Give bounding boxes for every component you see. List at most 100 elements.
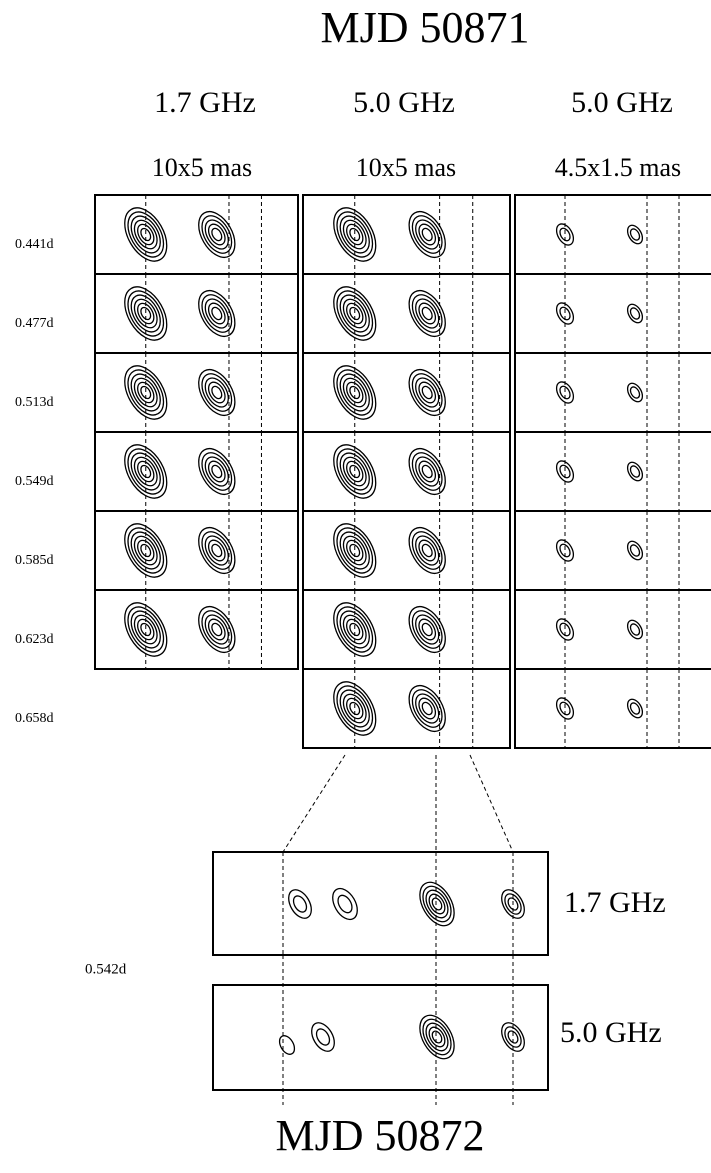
contour [339, 215, 370, 254]
contour [207, 618, 226, 641]
contour [137, 223, 155, 246]
contour [204, 614, 229, 645]
contour [333, 523, 377, 578]
contour [140, 543, 152, 558]
contour [207, 539, 226, 562]
contour [201, 531, 233, 570]
contour [137, 302, 155, 325]
contour [421, 622, 433, 637]
contour [626, 619, 644, 640]
contour [124, 365, 168, 420]
contour [415, 219, 440, 250]
contour [349, 543, 361, 558]
contour [133, 535, 158, 566]
contour [346, 302, 364, 325]
panel-frame [302, 431, 511, 512]
panel [302, 194, 511, 275]
panel [514, 352, 711, 433]
contour [346, 539, 364, 562]
contour [421, 227, 433, 242]
contour [133, 298, 158, 329]
contour [559, 543, 571, 558]
contour [415, 535, 440, 566]
contour [418, 223, 437, 246]
contour [204, 535, 229, 566]
row-label: 0.623d [15, 632, 54, 647]
contour [207, 460, 226, 483]
contour [124, 286, 168, 341]
contour [311, 1022, 335, 1052]
contour [408, 210, 446, 259]
contour [137, 539, 155, 562]
contour [559, 464, 571, 479]
contour [124, 602, 168, 657]
contour [211, 306, 223, 321]
contour [555, 539, 575, 562]
contour [418, 460, 437, 483]
contour [421, 543, 433, 558]
contour [342, 535, 367, 566]
row-label: 0.441d [15, 237, 54, 252]
contour [418, 381, 437, 404]
contour [626, 461, 644, 482]
column-frequency: 5.0 GHz [353, 86, 455, 119]
row-label: 0.658d [15, 711, 54, 726]
contour [346, 618, 364, 641]
contour [130, 215, 161, 254]
panel [514, 589, 711, 670]
row-label: 0.513d [15, 395, 54, 410]
panel [94, 194, 299, 275]
contour [198, 526, 236, 575]
panel-frame [302, 510, 511, 591]
contour [127, 448, 165, 495]
panel [302, 510, 511, 591]
panel-frame [302, 589, 511, 670]
contour [422, 885, 452, 923]
contour [198, 289, 236, 338]
contour [418, 618, 437, 641]
contour [408, 368, 446, 417]
connectors [282, 754, 514, 1105]
contour [501, 1022, 525, 1052]
contour [336, 527, 374, 574]
footer-epoch: MJD 50872 [275, 1111, 484, 1160]
contour [133, 377, 158, 408]
contour [127, 211, 165, 258]
contour [137, 460, 155, 483]
contour [415, 377, 440, 408]
contour [415, 693, 440, 724]
zoom-frequency: 1.7 GHz [564, 886, 666, 919]
panel [302, 589, 511, 670]
contour [137, 381, 155, 404]
contour [422, 1018, 452, 1056]
contour [137, 618, 155, 641]
contour [408, 289, 446, 338]
panel-frame [94, 431, 299, 512]
panel-frame [212, 984, 549, 1091]
contour [339, 294, 370, 333]
column-resolution: 4.5x1.5 mas [555, 153, 681, 182]
contour [124, 444, 168, 499]
contour [629, 544, 641, 557]
contour [198, 210, 236, 259]
contour [332, 887, 358, 921]
contour [204, 298, 229, 329]
contour [336, 369, 374, 416]
contour [346, 697, 364, 720]
contour [418, 302, 437, 325]
contour [198, 368, 236, 417]
contour [198, 447, 236, 496]
panel [514, 194, 711, 275]
contour [629, 307, 641, 320]
contour [555, 302, 575, 325]
contour [288, 889, 312, 919]
panel-frame [514, 431, 711, 512]
contour [336, 685, 374, 732]
contour [211, 385, 223, 400]
panel-frame [514, 352, 711, 433]
contour [339, 373, 370, 412]
contour [349, 464, 361, 479]
contour [428, 893, 446, 915]
panel [302, 273, 511, 354]
contour [555, 381, 575, 404]
